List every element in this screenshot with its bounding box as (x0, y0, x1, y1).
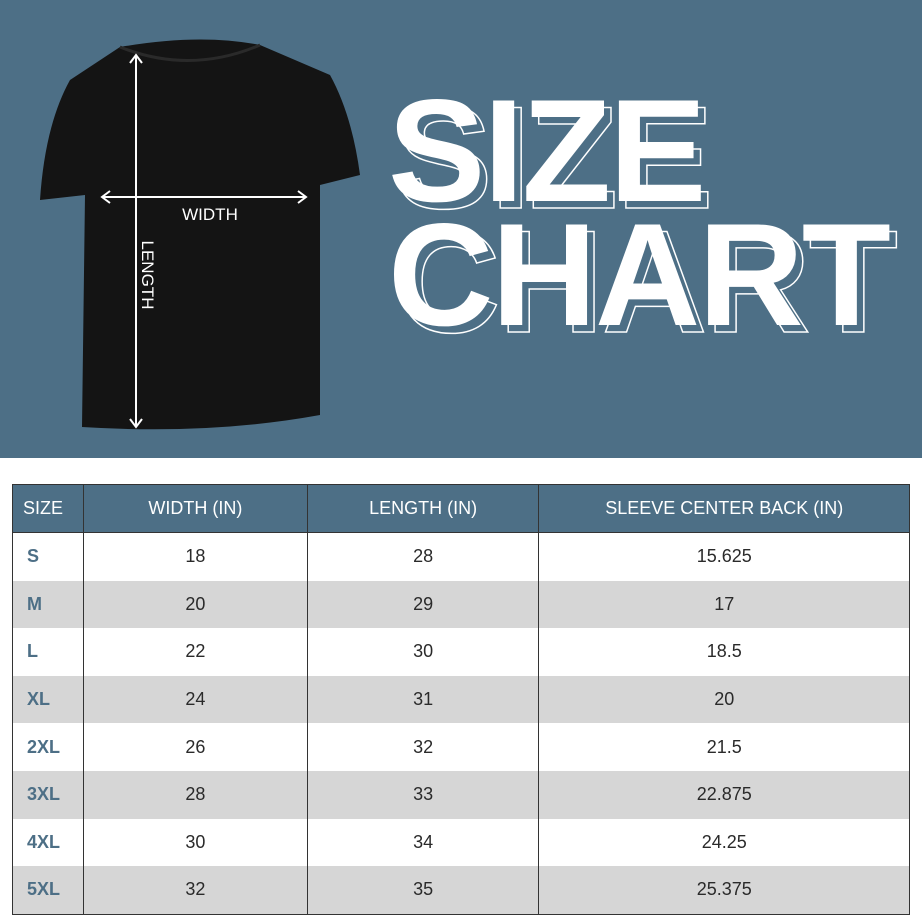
title-chart-outline: CHART (394, 200, 898, 363)
cell-width: 22 (82, 628, 308, 676)
length-label: LENGTH (138, 241, 157, 310)
cell-size: 2XL (12, 723, 84, 771)
cell-sleeve: 21.5 (538, 723, 910, 771)
cell-width: 28 (82, 770, 308, 819)
size-table: SIZE WIDTH (IN) LENGTH (IN) SLEEVE CENTE… (12, 484, 910, 915)
banner: WIDTH LENGTH SIZE SIZE CHART CHART (0, 0, 922, 458)
title-size-outline: SIZE (394, 76, 714, 239)
cell-sleeve: 15.625 (538, 532, 910, 581)
cell-width: 30 (82, 818, 308, 867)
cell-sleeve: 25.375 (538, 866, 910, 915)
cell-sleeve: 24.25 (538, 818, 910, 867)
cell-length: 31 (306, 675, 540, 724)
cell-length: 35 (306, 866, 540, 915)
header-length: LENGTH (IN) (306, 484, 540, 533)
table-row: L 22 30 18.5 (12, 628, 910, 676)
cell-size: L (12, 628, 84, 676)
cell-size: S (12, 532, 84, 581)
header-size: SIZE (12, 484, 84, 533)
cell-length: 32 (306, 723, 540, 771)
cell-size: 4XL (12, 818, 84, 867)
table-row: M 20 29 17 (12, 580, 910, 629)
table-row: 5XL 32 35 25.375 (12, 866, 910, 915)
tshirt-illustration: WIDTH LENGTH (40, 39, 360, 430)
table-row: S 18 28 15.625 (12, 532, 910, 581)
title-chart-text: CHART (388, 193, 891, 356)
header-sleeve: SLEEVE CENTER BACK (IN) (538, 484, 910, 533)
width-label: WIDTH (182, 205, 238, 224)
cell-length: 30 (306, 628, 540, 676)
cell-width: 24 (82, 675, 308, 724)
cell-width: 18 (82, 532, 308, 581)
table-header-row: SIZE WIDTH (IN) LENGTH (IN) SLEEVE CENTE… (12, 484, 910, 533)
cell-size: 5XL (12, 866, 84, 915)
cell-length: 34 (306, 818, 540, 867)
cell-width: 32 (82, 866, 308, 915)
table-row: 3XL 28 33 22.875 (12, 770, 910, 819)
tshirt-shape (40, 39, 360, 430)
table-row: XL 24 31 20 (12, 675, 910, 724)
table-row: 2XL 26 32 21.5 (12, 723, 910, 771)
cell-length: 29 (306, 580, 540, 629)
table-row: 4XL 30 34 24.25 (12, 818, 910, 867)
title-size-text: SIZE (388, 69, 707, 232)
cell-sleeve: 17 (538, 580, 910, 629)
cell-length: 28 (306, 532, 540, 581)
length-arrow (129, 53, 143, 429)
cell-size: XL (12, 675, 84, 724)
cell-width: 26 (82, 723, 308, 771)
cell-width: 20 (82, 580, 308, 629)
cell-sleeve: 20 (538, 675, 910, 724)
cell-sleeve: 22.875 (538, 770, 910, 819)
cell-size: 3XL (12, 770, 84, 819)
cell-sleeve: 18.5 (538, 628, 910, 676)
header-width: WIDTH (IN) (82, 484, 308, 533)
cell-length: 33 (306, 770, 540, 819)
cell-size: M (12, 580, 84, 629)
